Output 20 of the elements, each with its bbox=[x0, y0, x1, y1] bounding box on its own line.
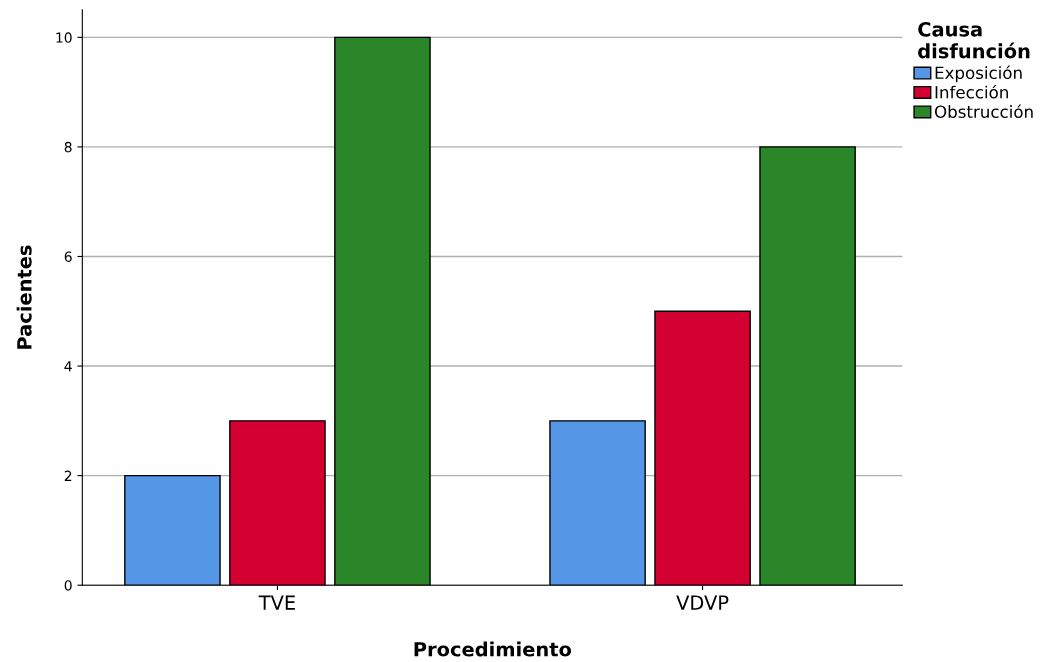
y-axis-title: Pacientes bbox=[16, 245, 32, 349]
legend-label: Exposición bbox=[935, 65, 1022, 83]
bar bbox=[124, 474, 221, 586]
legend-title: Causa disfunción bbox=[918, 21, 1030, 59]
x-tick-label: VDVP bbox=[676, 595, 729, 610]
legend-label: Obstrucción bbox=[934, 104, 1033, 119]
y-tick-label: 0 bbox=[64, 580, 72, 591]
legend-label: Infección bbox=[935, 84, 1008, 99]
bar bbox=[654, 310, 751, 586]
y-tick-label: 8 bbox=[64, 141, 72, 153]
bar bbox=[334, 36, 431, 586]
y-tick-label: 2 bbox=[64, 470, 72, 481]
x-axis-title: Procedimiento bbox=[414, 641, 572, 657]
y-tick-label: 4 bbox=[64, 361, 72, 372]
bar bbox=[229, 420, 326, 586]
y-tick-label: 6 bbox=[64, 251, 72, 262]
bar bbox=[549, 420, 646, 586]
y-tick-label: 10 bbox=[56, 32, 72, 43]
bar bbox=[759, 146, 856, 586]
x-tick-label: TVE bbox=[258, 595, 295, 610]
